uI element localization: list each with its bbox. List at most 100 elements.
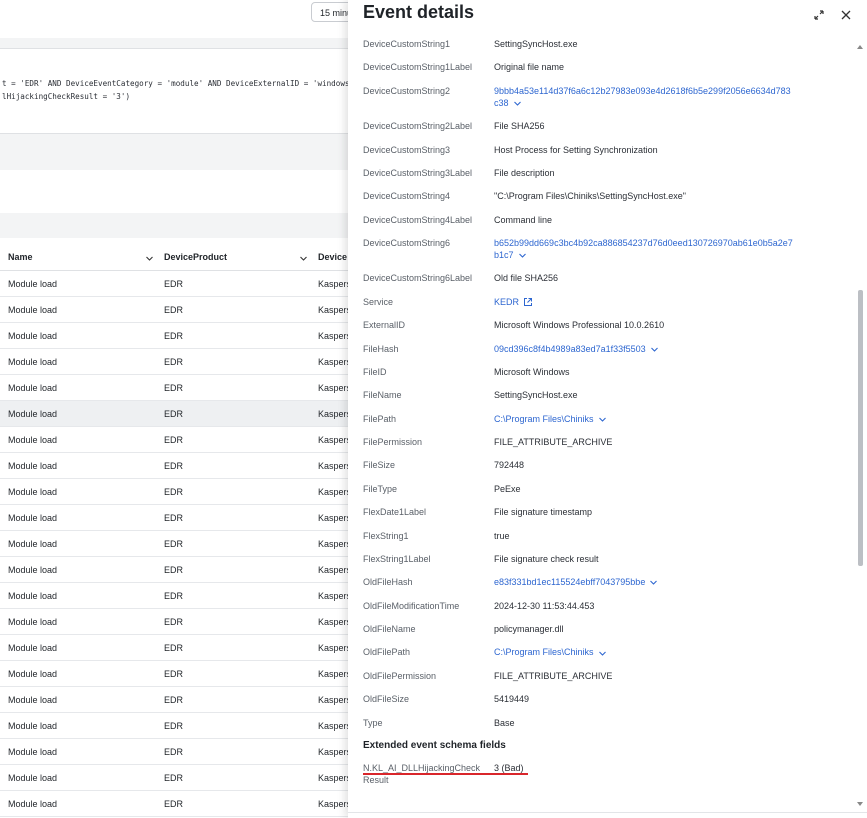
column-header[interactable]: DeviceProduct — [164, 252, 228, 262]
scrollbar-thumb[interactable] — [858, 290, 863, 566]
expand-chevron[interactable] — [598, 650, 607, 657]
field-link[interactable]: e83f331bd1ec115524ebff7043795bbe — [494, 577, 646, 588]
table-cell: EDR — [164, 721, 184, 731]
field-row: DeviceCustomString2 9bbb4a53e114d37f6a6c1… — [348, 79, 853, 114]
field-label: OldFileHash — [363, 577, 413, 588]
table-cell: EDR — [164, 383, 184, 393]
table-cell: Module load — [8, 513, 58, 523]
column-header[interactable]: Name — [8, 252, 33, 262]
field-text: File SHA256 — [494, 121, 545, 132]
field-link[interactable]: 09cd396c8f4b4989a83ed7a1f33f5503 — [494, 343, 646, 354]
field-row: DeviceCustomString6Label Old file SHA256 — [348, 267, 853, 290]
field-link[interactable]: 9bbb4a53e114d37f6a6c12b27983e093e4d2618f… — [494, 85, 791, 108]
field-text: Old file SHA256 — [494, 273, 559, 284]
column-menu[interactable] — [145, 255, 154, 262]
table-cell: Kaspers — [318, 383, 352, 393]
table-cell: Kaspers — [318, 539, 352, 549]
field-text: 3 (Bad) — [494, 762, 524, 773]
field-row: OldFileSize 5419449 — [348, 687, 853, 710]
close-button[interactable] — [840, 9, 852, 21]
table-cell: Module load — [8, 669, 58, 679]
field-link[interactable]: C:\Program Files\Chiniks — [494, 413, 594, 424]
table-cell: EDR — [164, 305, 184, 315]
field-label: DeviceCustomString2 — [363, 85, 451, 96]
expand-chevron[interactable] — [518, 252, 527, 259]
field-label: DeviceCustomString4Label — [363, 214, 473, 225]
field-label: FlexString1Label — [363, 553, 431, 564]
field-row: DeviceCustomString2Label File SHA256 — [348, 114, 853, 137]
expand-chevron[interactable] — [513, 100, 522, 107]
table-cell: Module load — [8, 539, 58, 549]
event-details-panel: Event details DeviceCustomString1 Setting… — [348, 0, 867, 818]
scrollbar[interactable] — [857, 42, 863, 812]
table-cell: EDR — [164, 331, 184, 341]
table-cell: Kaspers — [318, 461, 352, 471]
table-cell: Module load — [8, 799, 58, 809]
table-cell: Kaspers — [318, 487, 352, 497]
field-label: FilePermission — [363, 437, 423, 447]
table-cell: EDR — [164, 357, 184, 367]
field-value[interactable]: C:\Program Files\Chiniks — [494, 413, 794, 425]
field-value: 3 (Bad) — [494, 762, 794, 786]
field-value[interactable]: C:\Program Files\Chiniks — [494, 646, 794, 658]
table-cell: Kaspers — [318, 669, 352, 679]
field-row: FileID Microsoft Windows — [348, 360, 853, 383]
table-cell: Kaspers — [318, 279, 352, 289]
panel-bottom-border — [348, 812, 867, 813]
field-value: File SHA256 — [494, 120, 794, 132]
field-value: FILE_ATTRIBUTE_ARCHIVE — [494, 670, 794, 682]
field-value: PeExe — [494, 483, 794, 495]
field-value[interactable]: e83f331bd1ec115524ebff7043795bbe — [494, 576, 794, 588]
field-text: SettingSyncHost.exe — [494, 39, 578, 49]
table-cell: Module load — [8, 747, 58, 757]
table-cell: EDR — [164, 409, 184, 419]
field-row: FileHash 09cd396c8f4b4989a83ed7a1f33f5503 — [348, 337, 853, 360]
table-cell: EDR — [164, 565, 184, 575]
field-row: FilePermission FILE_ATTRIBUTE_ARCHIVE — [348, 430, 853, 453]
table-cell: Module load — [8, 487, 58, 497]
field-link[interactable]: C:\Program Files\Chiniks — [494, 647, 594, 658]
column-menu[interactable] — [299, 255, 308, 262]
field-label: DeviceCustomString2Label — [363, 121, 473, 132]
field-text: policymanager.dll — [494, 624, 564, 634]
field-text: 792448 — [494, 460, 525, 471]
field-link[interactable]: KEDR — [494, 296, 520, 307]
column-header[interactable]: Device — [318, 252, 348, 262]
table-cell: Module load — [8, 565, 58, 575]
table-cell: EDR — [164, 435, 184, 445]
table-cell: Kaspers — [318, 799, 352, 809]
field-link[interactable]: b652b99dd669c3bc4b92ca886854237d76d0eed1… — [494, 238, 793, 260]
field-label: FlexString1 — [363, 530, 409, 541]
field-value: "C:\Program Files\Chiniks\SettingSyncHos… — [494, 190, 794, 202]
expand-chevron[interactable] — [598, 416, 607, 423]
table-cell: Kaspers — [318, 773, 352, 783]
query-line: lHijackingCheckResult = '3') — [2, 92, 131, 101]
field-row: FlexDate1Label File signature timestamp — [348, 500, 853, 523]
field-text: Microsoft Windows Professional 10.0.2610 — [494, 320, 665, 331]
field-row: DeviceCustomString1 SettingSyncHost.exe — [348, 38, 853, 56]
external-link-icon[interactable] — [523, 297, 533, 307]
table-cell: Module load — [8, 383, 58, 393]
field-value[interactable]: 9bbb4a53e114d37f6a6c12b27983e093e4d2618f… — [494, 85, 794, 109]
field-label: Service — [363, 296, 394, 307]
table-cell: EDR — [164, 487, 184, 497]
expand-button[interactable] — [813, 9, 825, 21]
field-row: Service KEDR — [348, 290, 853, 313]
field-value[interactable]: KEDR — [494, 296, 794, 308]
expand-chevron[interactable] — [650, 346, 659, 353]
field-text: File description — [494, 167, 555, 178]
field-value[interactable]: 09cd396c8f4b4989a83ed7a1f33f5503 — [494, 343, 794, 355]
table-cell: Kaspers — [318, 643, 352, 653]
expand-chevron[interactable] — [649, 579, 658, 586]
field-label: OldFileName — [363, 624, 416, 634]
field-value: Microsoft Windows — [494, 366, 794, 378]
table-cell: Kaspers — [318, 513, 352, 523]
field-value[interactable]: b652b99dd669c3bc4b92ca886854237d76d0eed1… — [494, 237, 794, 261]
field-row: DeviceCustomString3 Host Process for Sett… — [348, 138, 853, 161]
field-label: OldFileModificationTime — [363, 600, 460, 611]
field-label: OldFilePath — [363, 647, 411, 658]
field-label: FlexDate1Label — [363, 507, 427, 518]
table-cell: EDR — [164, 643, 184, 653]
table-cell: Kaspers — [318, 305, 352, 315]
